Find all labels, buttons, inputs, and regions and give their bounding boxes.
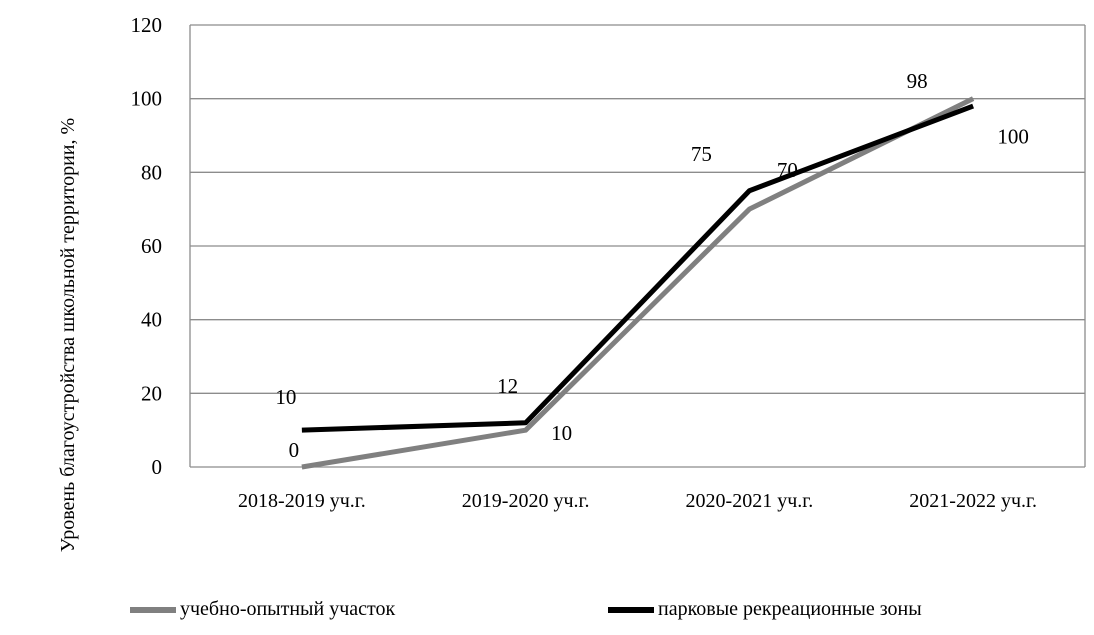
y-tick-label: 0 xyxy=(152,455,163,479)
data-label: 0 xyxy=(289,438,300,462)
x-tick-label: 2020-2021 уч.г. xyxy=(686,490,814,512)
x-axis-ticks: 2018-2019 уч.г. 2019-2020 уч.г. 2020-2021 … xyxy=(238,490,1037,512)
y-axis-label: Уровень благоустройства школьной террито… xyxy=(57,117,79,553)
y-tick-label: 100 xyxy=(131,87,163,111)
data-labels: 0 10 70 100 10 12 75 98 xyxy=(275,69,1029,462)
legend-label-series-2: парковые рекреационные зоны xyxy=(658,598,922,620)
x-tick-label: 2019-2020 уч.г. xyxy=(462,490,590,512)
y-axis-ticks: 0 20 40 60 80 100 120 xyxy=(131,13,163,479)
data-label: 98 xyxy=(907,69,928,93)
legend-swatch-series-1 xyxy=(130,606,176,613)
data-label: 10 xyxy=(275,385,296,409)
x-tick-label: 2021-2022 уч.г. xyxy=(909,490,1037,512)
y-tick-label: 20 xyxy=(141,381,162,405)
series-line-1 xyxy=(301,96,975,470)
y-tick-label: 60 xyxy=(141,234,162,258)
legend-item-series-1: учебно-опытный участок xyxy=(130,598,395,621)
series-lines xyxy=(301,96,975,470)
data-label: 10 xyxy=(551,421,572,445)
data-label: 70 xyxy=(777,158,798,182)
y-tick-label: 80 xyxy=(141,160,162,184)
y-tick-label: 120 xyxy=(131,13,163,37)
legend-swatch-series-2 xyxy=(608,606,654,613)
legend: учебно-опытный участок парковые рекреаци… xyxy=(0,598,1094,628)
data-label: 100 xyxy=(997,125,1029,149)
data-label: 75 xyxy=(691,142,712,166)
data-label: 12 xyxy=(497,374,518,398)
legend-label-series-1: учебно-опытный участок xyxy=(180,598,396,620)
gridlines xyxy=(189,24,1086,468)
legend-item-series-2: парковые рекреационные зоны xyxy=(608,598,922,621)
y-tick-label: 40 xyxy=(141,308,162,332)
y-axis-label-container: Уровень благоустройства школьной террито… xyxy=(28,75,108,595)
series-line-2 xyxy=(301,103,975,433)
x-tick-label: 2018-2019 уч.г. xyxy=(238,490,366,512)
